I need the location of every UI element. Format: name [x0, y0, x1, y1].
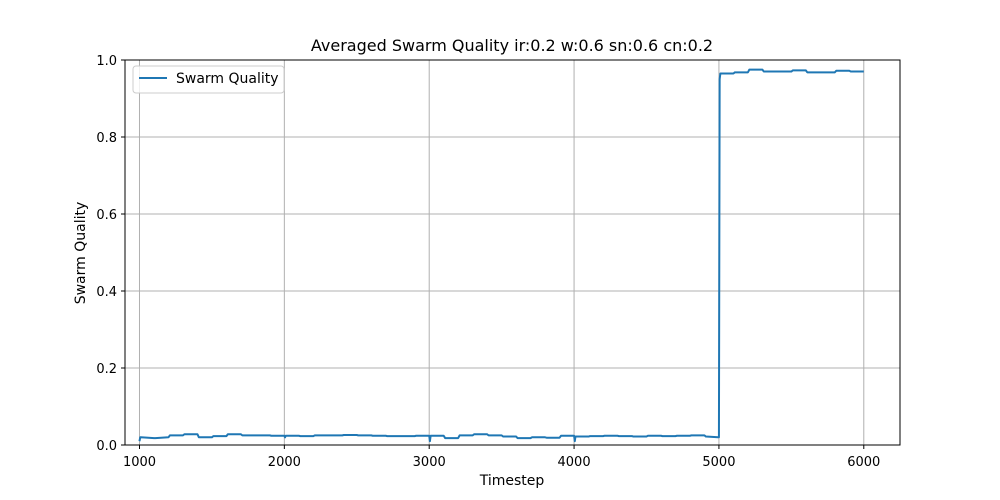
x-axis-label: Timestep: [479, 473, 545, 489]
x-tick-label: 6000: [847, 455, 880, 470]
legend-label-swarm-quality: Swarm Quality: [176, 71, 279, 87]
y-tick-label: 1.0: [96, 54, 117, 69]
y-tick-label: 0.0: [96, 439, 117, 454]
y-tick-label: 0.4: [96, 285, 117, 300]
y-axis-ticks: 0.0 0.2 0.4 0.6 0.8 1.0: [96, 54, 125, 454]
y-tick-label: 0.2: [96, 362, 117, 377]
x-tick-label: 1000: [123, 455, 156, 470]
chart-title: Averaged Swarm Quality ir:0.2 w:0.6 sn:0…: [311, 36, 713, 55]
plot-frame: [124, 59, 901, 446]
legend-box: [132, 65, 285, 94]
x-tick-label: 5000: [702, 455, 735, 470]
legend: Swarm Quality: [132, 65, 285, 94]
series-line-swarm-quality: [138, 68, 864, 443]
y-tick-label: 0.6: [96, 208, 117, 223]
y-axis-label: Swarm Quality: [73, 202, 89, 305]
x-tick-label: 3000: [413, 455, 446, 470]
x-tick-label: 4000: [558, 455, 591, 470]
series-layer: [138, 68, 864, 443]
x-axis-ticks: 1000 2000 3000 4000 5000 6000: [123, 445, 880, 470]
y-tick-label: 0.8: [96, 131, 117, 146]
x-tick-label: 2000: [268, 455, 301, 470]
